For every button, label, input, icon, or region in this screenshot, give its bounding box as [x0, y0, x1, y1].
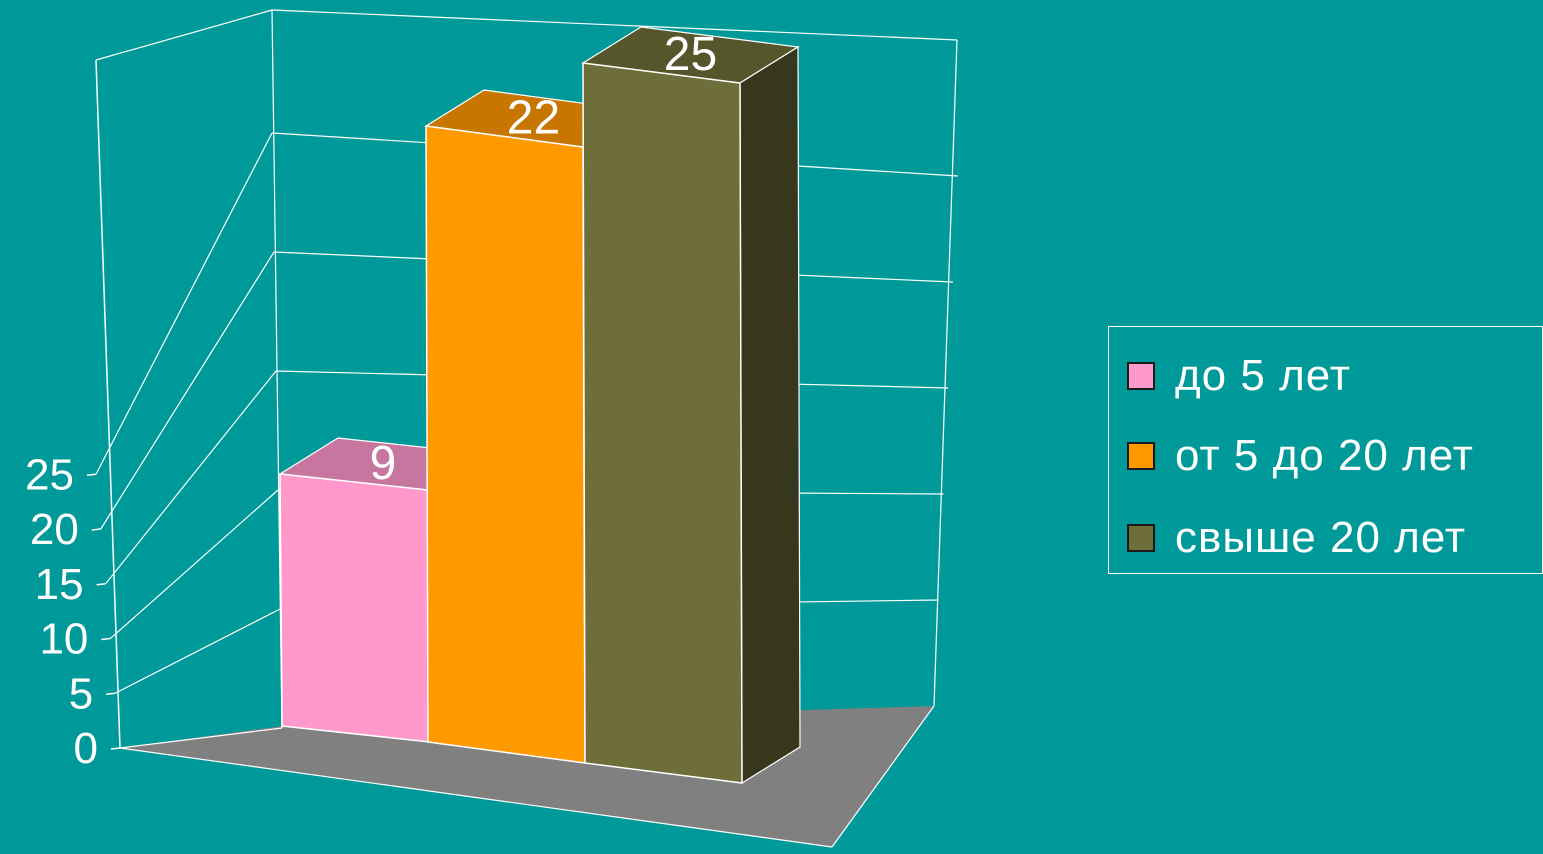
- legend-label-1: до 5 лет: [1175, 351, 1351, 400]
- data-label-3: 25: [664, 28, 717, 81]
- floor-left-edge: [119, 727, 283, 749]
- gridline-left-10: [110, 489, 279, 639]
- legend-label-2: от 5 до 20 лет: [1175, 431, 1474, 480]
- back-top-edge: [271, 9, 958, 41]
- y-axis: 0 5 10 15 20 25: [25, 450, 121, 773]
- legend-label-3: свыше 20 лет: [1175, 513, 1466, 562]
- legend-item-1: до 5 лет: [1127, 351, 1351, 401]
- floor-right-edge: [831, 705, 935, 848]
- bar-3: [582, 62, 743, 784]
- x-axis-line: [119, 747, 833, 848]
- y-tick-label-20: 20: [30, 505, 79, 554]
- y-tick-label-25: 25: [25, 450, 74, 499]
- gridline-left-20: [100, 251, 275, 530]
- legend: до 5 лет от 5 до 20 лет свыше 20 лет: [1108, 326, 1543, 574]
- y-tick-10: [101, 637, 111, 641]
- legend-item-3: свыше 20 лет: [1127, 513, 1466, 563]
- bars-layer: 9 22 25: [278, 26, 801, 785]
- y-tick-5: [106, 692, 116, 695]
- gridline-left-5: [114, 608, 281, 694]
- bar-side-3: [739, 45, 801, 785]
- y-tick-20: [91, 528, 101, 531]
- back-right-edge: [933, 39, 958, 707]
- legend-item-2: от 5 до 20 лет: [1127, 431, 1474, 481]
- y-tick-label-0: 0: [74, 724, 98, 773]
- data-label-1: 9: [370, 437, 397, 490]
- left-wall-top-edge: [95, 9, 273, 61]
- legend-swatch-2: [1127, 442, 1155, 470]
- y-tick-label-5: 5: [69, 669, 93, 718]
- gridline-left-15: [105, 370, 277, 585]
- legend-swatch-1: [1127, 362, 1155, 390]
- bar-2: [425, 125, 586, 764]
- data-label-2: 22: [507, 92, 560, 145]
- y-tick-0: [110, 747, 121, 750]
- y-axis-line: [95, 59, 121, 749]
- y-tick-label-10: 10: [39, 615, 88, 664]
- legend-swatch-3: [1127, 524, 1155, 552]
- y-tick-15: [96, 583, 106, 586]
- y-tick-label-15: 15: [35, 560, 84, 609]
- bar-1: [279, 473, 431, 743]
- gridline-left-25: [95, 132, 273, 475]
- y-tick-25: [86, 473, 97, 476]
